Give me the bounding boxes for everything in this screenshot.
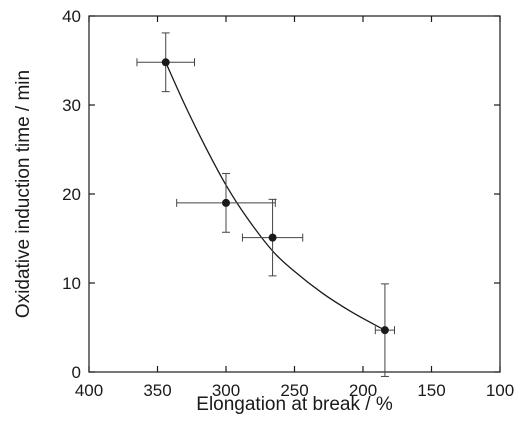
data-point xyxy=(222,198,230,207)
fit-curve xyxy=(165,62,386,331)
data-point xyxy=(161,58,170,67)
y-tick-label: 20 xyxy=(62,185,81,204)
data-points-layer xyxy=(161,58,389,335)
x-tick-label: 100 xyxy=(486,381,514,400)
data-point xyxy=(380,326,389,335)
y-axis-title: Oxidative induction time / min xyxy=(13,70,34,318)
y-tick-label: 10 xyxy=(62,274,81,293)
y-tick-label: 30 xyxy=(62,96,81,115)
fit-curve-layer xyxy=(165,62,386,331)
y-tick-label: 0 xyxy=(72,363,81,382)
x-tick-label: 300 xyxy=(212,381,240,400)
x-tick-label: 350 xyxy=(143,381,171,400)
x-tick-label: 250 xyxy=(280,381,308,400)
x-tick-label: 150 xyxy=(417,381,445,400)
axis-ticks: 400 350 300 250 200 150 100 0 10 20 30 40 xyxy=(62,7,514,400)
x-axis-title: Elongation at break / % xyxy=(196,394,393,415)
x-tick-label: 200 xyxy=(349,381,377,400)
plot-frame xyxy=(88,15,501,373)
y-tick-label: 40 xyxy=(62,7,81,26)
data-point xyxy=(268,233,277,242)
x-tick-label: 400 xyxy=(75,381,103,400)
